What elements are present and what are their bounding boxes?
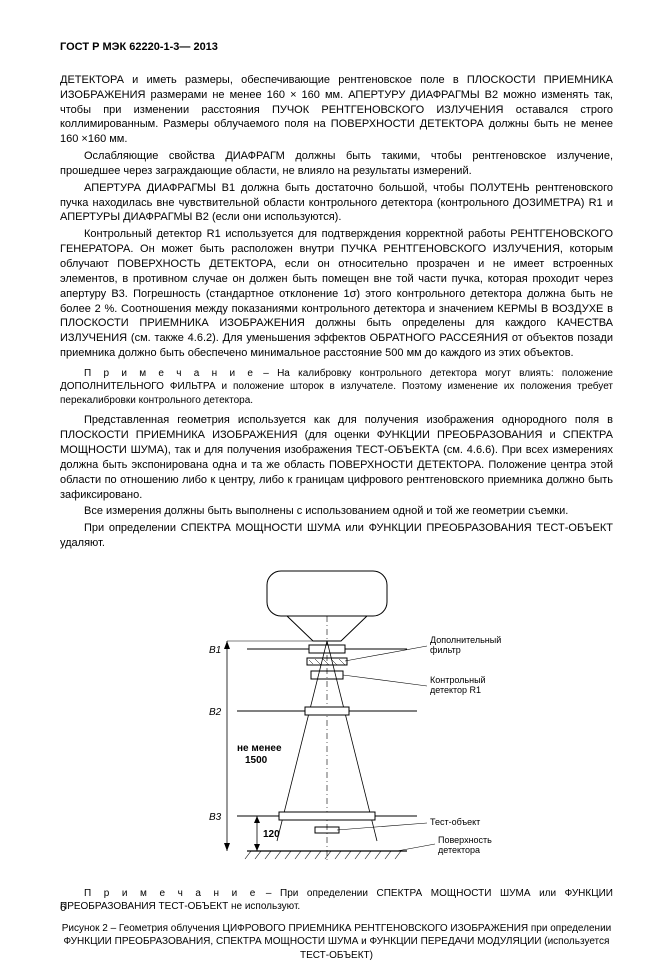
figure-note-prefix: П р и м е ч а н и е: [84, 888, 257, 899]
paragraph-4: Контрольный детектор R1 используется для…: [60, 227, 613, 361]
label-filter-2: фильтр: [430, 645, 461, 655]
label-gap: 120: [263, 829, 280, 840]
figure-caption: Рисунок 2 – Геометрия облучения ЦИФРОВОГ…: [60, 922, 613, 962]
paragraph-5: Представленная геометрия используется ка…: [60, 413, 613, 502]
note-prefix: П р и м е ч а н и е: [84, 368, 255, 379]
label-filter-1: Дополнительный: [430, 635, 501, 645]
label-detector-1: Контрольный: [430, 675, 486, 685]
paragraph-1: ДЕТЕКТОРА и иметь размеры, обеспечивающи…: [60, 73, 613, 147]
label-dist-1: не менее: [237, 743, 282, 754]
label-b2: B2: [209, 707, 222, 718]
label-surface-2: детектора: [438, 845, 480, 855]
paragraph-6: Все измерения должны быть выполнены с ис…: [60, 504, 613, 519]
page-number: 6: [60, 901, 66, 916]
label-dist-2: 1500: [245, 755, 268, 766]
label-b3: B3: [209, 812, 222, 823]
note-1: П р и м е ч а н и е – На калибровку конт…: [60, 367, 613, 408]
paragraph-3: АПЕРТУРА ДИАФРАГМЫ B1 должна быть достат…: [60, 181, 613, 226]
label-test: Тест-объект: [430, 817, 480, 827]
page: ГОСТ Р МЭК 62220-1-3— 2013 ДЕТЕКТОРА и и…: [0, 0, 661, 936]
document-header: ГОСТ Р МЭК 62220-1-3— 2013: [60, 40, 613, 55]
figure-geometry: B1 B2 B3 Дополнительный фильтр Контрольн…: [127, 561, 547, 881]
label-b1: B1: [209, 645, 221, 656]
paragraph-2: Ослабляющие свойства ДИАФРАГМ должны быт…: [60, 149, 613, 179]
label-detector-2: детектор R1: [430, 685, 481, 695]
figure-note: П р и м е ч а н и е – При определении СП…: [60, 887, 613, 914]
label-surface-1: Поверхность: [438, 835, 492, 845]
paragraph-7: При определении СПЕКТРА МОЩНОСТИ ШУМА ил…: [60, 521, 613, 551]
